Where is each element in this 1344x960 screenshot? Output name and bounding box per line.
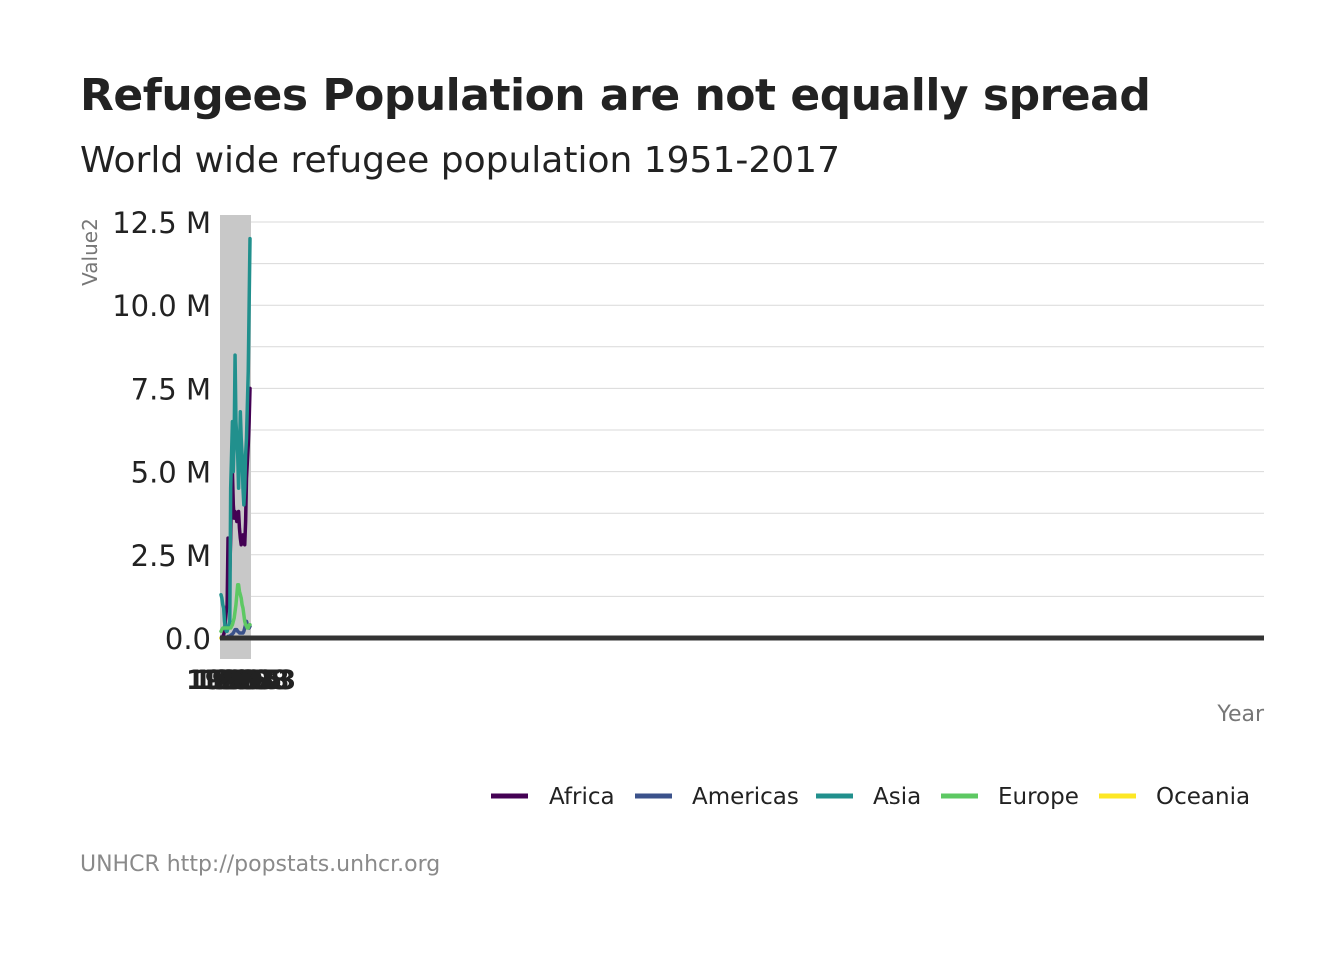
legend-label-asia: Asia xyxy=(873,784,921,810)
legend-label-europe: Europe xyxy=(998,784,1079,810)
y-tick-label: 5.0 M xyxy=(131,456,211,490)
y-tick-label: 0.0 xyxy=(165,622,211,656)
x-tick-label: 2008 xyxy=(214,665,289,696)
y-tick-label: 2.5 M xyxy=(131,539,211,573)
legend-label-americas: Americas xyxy=(692,784,799,810)
source-caption: UNHCR http://popstats.unhcr.org xyxy=(80,852,441,877)
chart-title: Refugees Population are not equally spre… xyxy=(80,70,1151,121)
x-tick-label: 2013 xyxy=(221,665,296,696)
y-tick-label: 12.5 M xyxy=(112,206,211,240)
legend-label-oceania: Oceania xyxy=(1156,784,1250,810)
x-tick-label: 1995 xyxy=(207,665,282,696)
x-axis-label: Year xyxy=(1216,702,1265,727)
y-tick-label: 10.0 M xyxy=(112,289,211,323)
series-line-europe xyxy=(219,583,252,634)
y-tick-label: 7.5 M xyxy=(131,372,211,406)
x-tick-label: 1965 xyxy=(193,665,268,696)
chart-subtitle: World wide refugee population 1951-2017 xyxy=(80,140,840,181)
y-axis-label: Value2 xyxy=(78,218,102,286)
x-tick-label: 1951 xyxy=(186,665,261,696)
legend-label-africa: Africa xyxy=(549,784,615,810)
x-tick-label: 1983 xyxy=(200,665,275,696)
